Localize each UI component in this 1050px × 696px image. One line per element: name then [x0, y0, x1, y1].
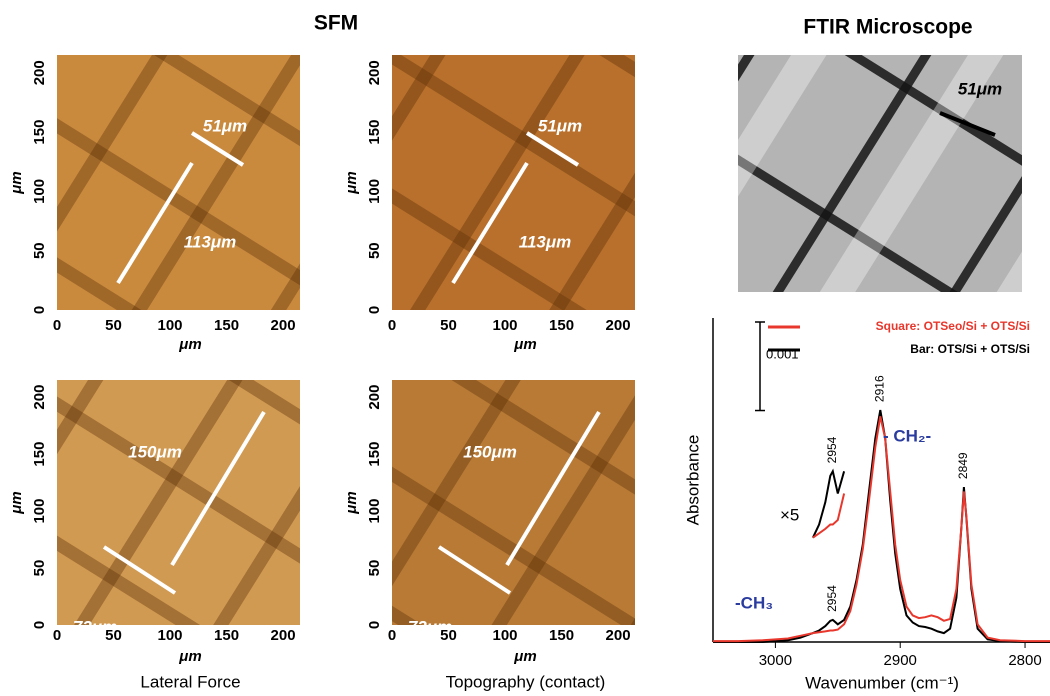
y-tick-label: 200 [31, 385, 48, 410]
image-texture [57, 380, 300, 625]
x-tick-label: 200 [271, 627, 296, 644]
y-axis-label: μm [343, 491, 360, 514]
x-tick-label: 100 [493, 627, 518, 644]
x-axis-label: μm [513, 336, 536, 353]
y-tick-label: 100 [31, 499, 48, 524]
peak-label: 2954 [825, 585, 839, 612]
x-tick-label: 100 [493, 317, 518, 334]
x-axis-label: μm [178, 336, 201, 353]
inset-line [813, 471, 844, 537]
x-tick-label: 0 [388, 627, 396, 644]
x-tick-label: 0 [53, 317, 61, 334]
y-tick-label: 200 [366, 60, 383, 85]
inset-line [813, 494, 844, 538]
x-tick-label: 150 [214, 317, 239, 334]
annotation: 150μm [128, 442, 182, 461]
peak-label: 2849 [956, 452, 970, 479]
y-axis-label: μm [8, 171, 25, 194]
image-texture [392, 380, 635, 625]
y-tick-label: 50 [366, 242, 383, 259]
peak-label: 2916 [872, 375, 886, 402]
y-tick-label: 100 [31, 179, 48, 204]
x-tick-label: 3000 [759, 652, 792, 669]
y-tick-label: 100 [366, 499, 383, 524]
annotation: 150μm [463, 442, 517, 461]
y-tick-label: 200 [366, 385, 383, 410]
caption: Lateral Force [140, 672, 240, 691]
heading: FTIR Microscope [803, 16, 972, 39]
x-tick-label: 100 [158, 317, 183, 334]
x-tick-label: 0 [388, 317, 396, 334]
legend-label: Bar: OTS/Si + OTS/Si [910, 342, 1030, 356]
x-tick-label: 50 [440, 627, 457, 644]
y-tick-label: 150 [31, 120, 48, 145]
y-tick-label: 50 [31, 242, 48, 259]
x-tick-label: 0 [53, 627, 61, 644]
y-tick-label: 50 [366, 560, 383, 577]
y-axis-label: Absorbance [683, 435, 702, 526]
x-tick-label: 150 [549, 627, 574, 644]
y-tick-label: 0 [31, 621, 48, 629]
y-axis-label: μm [343, 171, 360, 194]
y-axis-label: μm [8, 491, 25, 514]
figure: SFM FTIR Microscope 51μm 113μm 0 50 100 150 20… [0, 0, 1050, 696]
annotation: 51μm [958, 79, 1002, 98]
annotation: 51μm [538, 116, 582, 135]
x-tick-label: 150 [214, 627, 239, 644]
group-label: -CH₃ [735, 593, 773, 612]
y-tick-label: 0 [31, 306, 48, 314]
y-tick-label: 150 [31, 442, 48, 467]
y-tick-label: 0 [366, 306, 383, 314]
y-tick-label: 150 [366, 442, 383, 467]
y-tick-label: 200 [31, 60, 48, 85]
x-tick-label: 150 [549, 317, 574, 334]
x-tick-label: 50 [105, 627, 122, 644]
group-label: - CH₂- [883, 426, 931, 445]
x-tick-label: 200 [606, 627, 631, 644]
annotation: 51μm [203, 116, 247, 135]
y-tick-label: 0 [366, 621, 383, 629]
y-tick-label: 100 [366, 179, 383, 204]
x-axis-label: μm [178, 648, 201, 665]
legend-label: Square: OTSeo/Si + OTS/Si [876, 319, 1030, 333]
x-axis-label: μm [513, 648, 536, 665]
x-tick-label: 100 [158, 627, 183, 644]
page: {"headings": {"sfm": "SFM", "ftir": "FTI… [0, 0, 1050, 696]
peak-label: 2954 [825, 436, 839, 463]
x-tick-label: 50 [440, 317, 457, 334]
annotation: 113μm [519, 232, 571, 251]
x-tick-label: 200 [606, 317, 631, 334]
x-tick-label: 50 [105, 317, 122, 334]
x-tick-label: 2800 [1008, 652, 1041, 669]
y-tick-label: 150 [366, 120, 383, 145]
annotation: 113μm [184, 232, 236, 251]
y-tick-label: 50 [31, 560, 48, 577]
x-tick-label: 200 [271, 317, 296, 334]
heading: SFM [314, 12, 358, 35]
x-tick-label: 2900 [884, 652, 917, 669]
inset-label: ×5 [780, 505, 799, 524]
caption: Topography (contact) [446, 672, 606, 691]
x-axis-label: Wavenumber (cm⁻¹) [805, 673, 959, 692]
